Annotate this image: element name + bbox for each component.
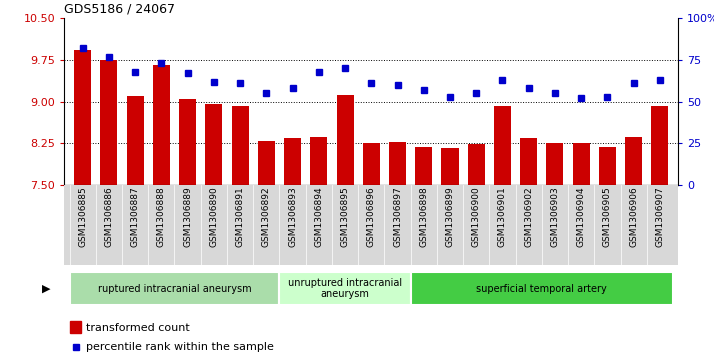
Text: GSM1306890: GSM1306890 xyxy=(209,187,218,248)
Text: GSM1306902: GSM1306902 xyxy=(524,187,533,247)
Text: GSM1306891: GSM1306891 xyxy=(236,187,245,248)
Bar xyxy=(625,137,642,185)
Bar xyxy=(206,105,222,185)
Bar xyxy=(101,60,117,185)
Text: GSM1306905: GSM1306905 xyxy=(603,187,612,248)
Text: GSM1306906: GSM1306906 xyxy=(629,187,638,248)
Text: GSM1306897: GSM1306897 xyxy=(393,187,402,248)
Text: unruptured intracranial
aneurysm: unruptured intracranial aneurysm xyxy=(288,278,402,299)
Text: GSM1306898: GSM1306898 xyxy=(419,187,428,248)
Text: GSM1306907: GSM1306907 xyxy=(655,187,665,248)
Text: GDS5186 / 24067: GDS5186 / 24067 xyxy=(64,3,175,16)
Bar xyxy=(284,138,301,185)
Text: GSM1306886: GSM1306886 xyxy=(104,187,114,248)
Bar xyxy=(336,95,353,185)
Text: tissue: tissue xyxy=(0,284,4,294)
Bar xyxy=(494,106,511,185)
Text: GSM1306885: GSM1306885 xyxy=(78,187,87,248)
Text: GSM1306899: GSM1306899 xyxy=(446,187,455,248)
Bar xyxy=(258,140,275,185)
Bar xyxy=(521,138,537,185)
Bar xyxy=(546,143,563,185)
Text: GSM1306900: GSM1306900 xyxy=(472,187,481,248)
Bar xyxy=(363,143,380,185)
Text: transformed count: transformed count xyxy=(86,323,189,333)
Bar xyxy=(468,144,485,185)
Text: superficial temporal artery: superficial temporal artery xyxy=(476,284,607,294)
Bar xyxy=(651,106,668,185)
Bar xyxy=(69,272,279,305)
Text: GSM1306896: GSM1306896 xyxy=(367,187,376,248)
Text: GSM1306901: GSM1306901 xyxy=(498,187,507,248)
Bar xyxy=(74,50,91,185)
Bar xyxy=(153,65,170,185)
Text: GSM1306904: GSM1306904 xyxy=(577,187,585,247)
Bar xyxy=(389,142,406,185)
Bar xyxy=(411,272,673,305)
Text: GSM1306888: GSM1306888 xyxy=(157,187,166,248)
Bar xyxy=(279,272,411,305)
Text: ruptured intracranial aneurysm: ruptured intracranial aneurysm xyxy=(98,284,251,294)
Text: GSM1306889: GSM1306889 xyxy=(183,187,192,248)
Text: GSM1306903: GSM1306903 xyxy=(550,187,560,248)
Text: percentile rank within the sample: percentile rank within the sample xyxy=(86,342,273,352)
Text: GSM1306894: GSM1306894 xyxy=(314,187,323,247)
Bar xyxy=(441,148,458,185)
Bar xyxy=(231,106,248,185)
Bar xyxy=(416,147,432,185)
Text: GSM1306893: GSM1306893 xyxy=(288,187,297,248)
Text: ▶: ▶ xyxy=(42,284,51,294)
Text: GSM1306895: GSM1306895 xyxy=(341,187,350,248)
Text: GSM1306892: GSM1306892 xyxy=(262,187,271,247)
Bar xyxy=(573,143,590,185)
Bar xyxy=(311,137,327,185)
Bar xyxy=(71,321,81,333)
Text: GSM1306887: GSM1306887 xyxy=(131,187,140,248)
Bar xyxy=(179,99,196,185)
Bar xyxy=(599,147,616,185)
Bar xyxy=(126,96,144,185)
